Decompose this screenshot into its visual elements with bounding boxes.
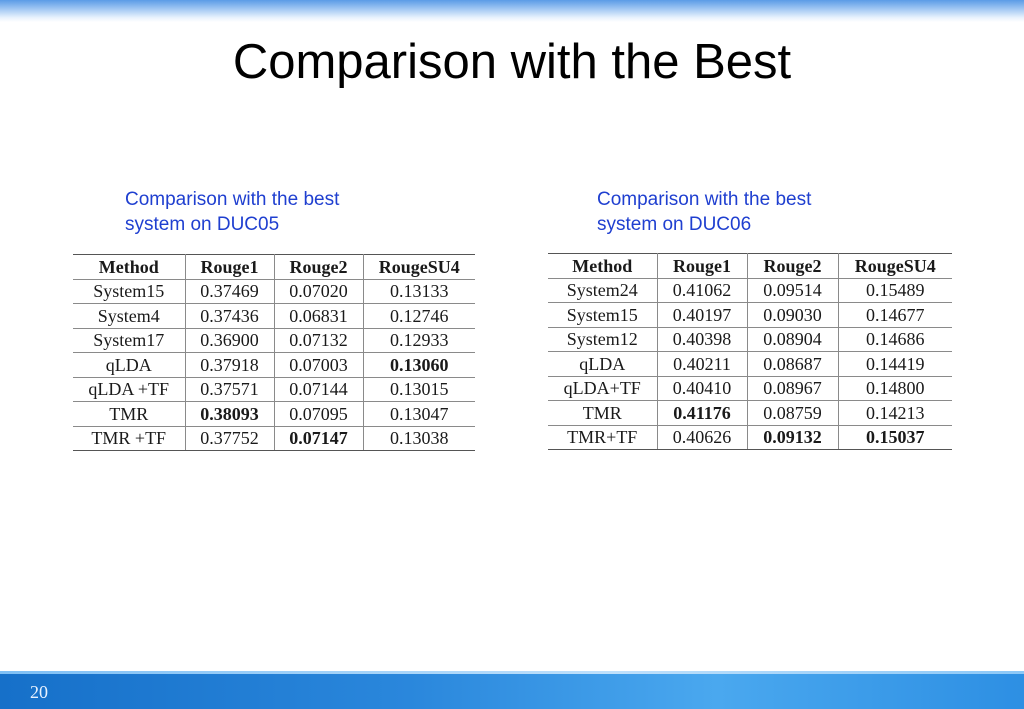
method-cell: TMR+TF: [548, 424, 658, 450]
table-row: TMR+TF 0.40626 0.09132 0.15037: [548, 424, 952, 450]
column-header-rouge1: Rouge1: [656, 253, 748, 279]
rouge2-cell: 0.08904: [746, 326, 839, 352]
table-row: qLDA +TF 0.37571 0.07144 0.13015: [73, 376, 475, 402]
page-number: 20: [30, 682, 48, 702]
rouge2-cell: 0.08967: [746, 375, 839, 401]
rougesu4-cell: 0.13047: [362, 401, 475, 427]
rouge2-cell-best: 0.09132: [746, 424, 839, 450]
rougesu4-cell: 0.13015: [362, 376, 475, 402]
rouge1-cell: 0.37571: [184, 376, 275, 402]
table-row: System4 0.37436 0.06831 0.12746: [73, 303, 475, 329]
method-cell: TMR +TF: [73, 425, 186, 451]
column-header-rougesu4: RougeSU4: [837, 253, 952, 279]
rouge1-cell: 0.40211: [656, 351, 748, 377]
table-row: TMR +TF 0.37752 0.07147 0.13038: [73, 425, 475, 451]
rouge1-cell: 0.40197: [656, 302, 748, 328]
rouge2-cell: 0.07095: [273, 401, 364, 427]
method-cell: qLDA: [73, 352, 186, 378]
bottom-gradient-band: [0, 671, 1024, 709]
rouge2-cell: 0.08759: [746, 400, 839, 426]
column-header-rouge2: Rouge2: [273, 254, 364, 280]
method-cell: System12: [548, 326, 658, 352]
column-header-rouge1: Rouge1: [184, 254, 275, 280]
rouge2-cell-best: 0.07147: [273, 425, 364, 451]
table-row: TMR 0.41176 0.08759 0.14213: [548, 400, 952, 426]
rouge1-cell: 0.37469: [184, 278, 275, 304]
rouge1-cell: 0.41062: [656, 277, 748, 303]
table-row: System17 0.36900 0.07132 0.12933: [73, 327, 475, 353]
duc05-caption-line1: Comparison with the best: [125, 189, 340, 210]
table-header-row: Method Rouge1 Rouge2 RougeSU4: [73, 254, 475, 280]
rouge1-cell: 0.40398: [656, 326, 748, 352]
rougesu4-cell: 0.14213: [837, 400, 952, 426]
method-cell: qLDA+TF: [548, 375, 658, 401]
rougesu4-cell-best: 0.15037: [837, 424, 952, 450]
column-header-method: Method: [548, 253, 658, 279]
method-cell: System4: [73, 303, 186, 329]
slide-title: Comparison with the Best: [232, 35, 792, 89]
method-cell: System17: [73, 327, 186, 353]
rouge2-cell: 0.08687: [746, 351, 839, 377]
duc06-results-table: Method Rouge1 Rouge2 RougeSU4 System24 0…: [548, 253, 952, 450]
duc05-caption-line2: system on DUC05: [125, 214, 280, 235]
method-cell: qLDA +TF: [73, 376, 186, 402]
rougesu4-cell: 0.13038: [362, 425, 475, 451]
table-row: System15 0.37469 0.07020 0.13133: [73, 278, 475, 304]
duc06-caption-line1: Comparison with the best: [597, 189, 812, 210]
rouge1-cell: 0.37752: [184, 425, 275, 451]
rougesu4-cell: 0.14686: [837, 326, 952, 352]
method-cell: System15: [73, 278, 186, 304]
table-row: TMR 0.38093 0.07095 0.13047: [73, 401, 475, 427]
table-row: System12 0.40398 0.08904 0.14686: [548, 326, 952, 352]
rouge2-cell: 0.07020: [273, 278, 364, 304]
rougesu4-cell: 0.15489: [837, 277, 952, 303]
method-cell: qLDA: [548, 351, 658, 377]
rouge2-cell: 0.09514: [746, 277, 839, 303]
method-cell: TMR: [73, 401, 186, 427]
rouge1-cell: 0.40626: [656, 424, 748, 450]
method-cell: System15: [548, 302, 658, 328]
table-row: qLDA 0.37918 0.07003 0.13060: [73, 352, 475, 378]
rougesu4-cell: 0.14677: [837, 302, 952, 328]
table-row: System24 0.41062 0.09514 0.15489: [548, 277, 952, 303]
duc06-caption: Comparison with the best system on DUC06: [597, 187, 811, 237]
rougesu4-cell: 0.12746: [362, 303, 475, 329]
method-cell: TMR: [548, 400, 658, 426]
rouge2-cell: 0.09030: [746, 302, 839, 328]
rougesu4-cell: 0.14800: [837, 375, 952, 401]
top-gradient-band: [0, 0, 1024, 22]
rougesu4-cell: 0.14419: [837, 351, 952, 377]
rouge2-cell: 0.07003: [273, 352, 364, 378]
table-header-row: Method Rouge1 Rouge2 RougeSU4: [548, 253, 952, 279]
rouge1-cell: 0.37436: [184, 303, 275, 329]
table-row: qLDA+TF 0.40410 0.08967 0.14800: [548, 375, 952, 401]
rougesu4-cell: 0.12933: [362, 327, 475, 353]
rouge1-cell: 0.40410: [656, 375, 748, 401]
rougesu4-cell: 0.13133: [362, 278, 475, 304]
rouge1-cell: 0.37918: [184, 352, 275, 378]
column-header-rougesu4: RougeSU4: [362, 254, 475, 280]
duc05-caption: Comparison with the best system on DUC05: [125, 187, 339, 237]
rouge2-cell: 0.06831: [273, 303, 364, 329]
rouge2-cell: 0.07132: [273, 327, 364, 353]
rouge2-cell: 0.07144: [273, 376, 364, 402]
column-header-method: Method: [73, 254, 186, 280]
method-cell: System24: [548, 277, 658, 303]
column-header-rouge2: Rouge2: [746, 253, 839, 279]
duc06-caption-line2: system on DUC06: [597, 214, 752, 235]
rougesu4-cell-best: 0.13060: [362, 352, 475, 378]
rouge1-cell: 0.36900: [184, 327, 275, 353]
table-row: qLDA 0.40211 0.08687 0.14419: [548, 351, 952, 377]
table-row: System15 0.40197 0.09030 0.14677: [548, 302, 952, 328]
rouge1-cell-best: 0.38093: [184, 401, 275, 427]
rouge1-cell-best: 0.41176: [656, 400, 748, 426]
duc05-results-table: Method Rouge1 Rouge2 RougeSU4 System15 0…: [73, 254, 475, 451]
